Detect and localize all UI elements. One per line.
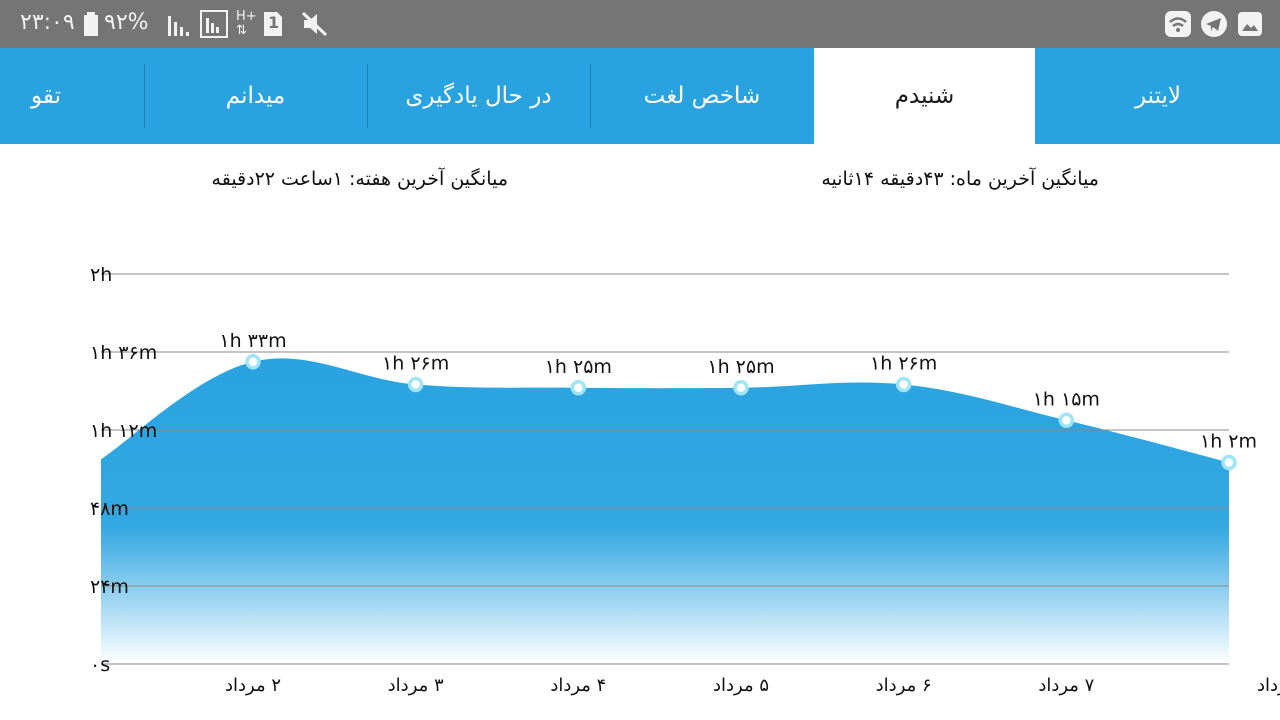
data-label: ۱h ۲۵m: [707, 356, 774, 378]
x-tick-label: ۶ مرداد: [876, 675, 932, 696]
area-fill: [101, 358, 1229, 664]
tab-divider: [367, 64, 368, 128]
tab-bar: تقو میدانم در حال یادگیری شاخص لغت شنیدم…: [0, 48, 1280, 144]
week-average: میانگین آخرین هفته: ۱ساعت ۲۲دقیقه: [211, 168, 508, 190]
x-tick-label: ۵ مرداد: [713, 675, 769, 696]
tab-learning[interactable]: در حال یادگیری: [368, 48, 589, 144]
x-tick-label: ۲ مرداد: [225, 675, 281, 696]
sim-icon: 1: [262, 10, 284, 38]
status-bar: ۲۳:۰۹ ۹۲% H+ ⇅ 1: [0, 0, 1280, 48]
y-tick-label: ۱h ۳۶m: [90, 342, 157, 364]
data-label: ۱h ۱۵m: [1033, 388, 1100, 410]
network-type-icon: H+ ⇅: [236, 10, 264, 38]
data-label: ۱h ۳۳m: [219, 330, 286, 352]
telegram-icon: [1200, 10, 1228, 38]
tab-label: شنیدم: [894, 83, 955, 109]
signal-icon: [166, 10, 194, 38]
x-tick-label: ۳ مرداد: [388, 675, 444, 696]
tab-heard[interactable]: شنیدم: [814, 48, 1035, 144]
data-point: [733, 380, 749, 396]
data-point: [1058, 412, 1075, 428]
y-tick-label: ۲h: [90, 264, 112, 286]
y-tick-label: ۱h ۱۲m: [90, 420, 157, 442]
y-tick-label: ۲۴m: [90, 576, 129, 598]
data-point: [570, 380, 587, 396]
data-label: ۱h ۲۶m: [870, 353, 937, 375]
tab-leitner[interactable]: لایتنر: [1036, 48, 1280, 144]
wifi-icon: [1164, 10, 1192, 38]
tab-divider: [590, 64, 591, 128]
status-time: ۲۳:۰۹: [20, 10, 75, 35]
month-average: میانگین آخرین ماه: ۴۳دقیقه ۱۴ثانیه: [821, 168, 1099, 190]
tab-divider: [144, 64, 145, 128]
tab-partial[interactable]: تقو: [0, 48, 92, 144]
x-tick-label: ۴ مرداد: [550, 675, 606, 696]
tab-known[interactable]: میدانم: [145, 48, 366, 144]
data-label: ۱h ۲۵m: [545, 356, 612, 378]
data-label: ۱h ۲m: [1200, 431, 1257, 453]
y-tick-label: ۴۸m: [90, 498, 129, 520]
listening-time-chart: ۰s ۲۴m ۴۸m ۱h ۱۲m ۱h ۳۶m ۲h ۱h ۳۳m ۲ مرداد ۱h ۲۶…: [90, 264, 1280, 696]
mute-icon: [300, 10, 328, 38]
sim-number: 1: [268, 13, 280, 32]
tab-word-index[interactable]: شاخص لغت: [591, 48, 813, 144]
data-point: [407, 376, 424, 393]
tab-label: تقو: [31, 83, 61, 109]
battery-percent: ۹۲%: [104, 10, 149, 35]
tab-label: شاخص لغت: [643, 83, 761, 109]
battery-icon: [82, 10, 102, 38]
x-tick-label: ۸ مرداد: [1257, 675, 1280, 696]
data-point: [895, 376, 912, 393]
y-tick-label: ۰s: [90, 654, 110, 676]
network-type-label: H+: [236, 9, 257, 24]
data-label: ۱h ۲۶m: [382, 353, 449, 375]
data-arrows-icon: ⇅: [236, 23, 247, 38]
data-point: [1221, 454, 1237, 471]
gallery-icon: [1236, 10, 1264, 38]
x-tick-label: ۷ مرداد: [1038, 675, 1094, 696]
tab-label: لایتنر: [1134, 83, 1182, 109]
signal-icon: [200, 10, 228, 38]
tab-label: در حال یادگیری: [405, 83, 552, 109]
tab-label: میدانم: [225, 83, 286, 109]
data-point: [245, 354, 261, 370]
